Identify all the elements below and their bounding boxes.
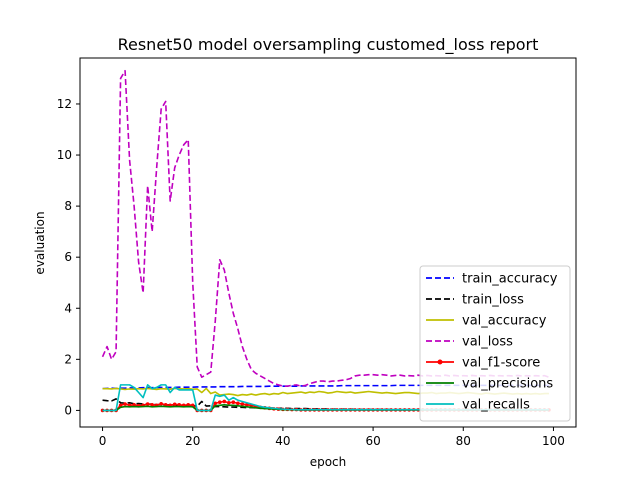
legend-label-val_precisions: val_precisions — [462, 377, 553, 392]
x-tick-label: 20 — [185, 434, 200, 448]
series-point-val_f1-score — [227, 400, 231, 405]
series-point-val_f1-score — [100, 408, 105, 413]
series-point-val_f1-score — [240, 402, 245, 406]
series-point-val_f1-score — [163, 402, 168, 407]
series-point-val_f1-score — [118, 403, 123, 408]
x-tick-label: 0 — [99, 434, 107, 448]
x-tick-label: 100 — [542, 434, 565, 448]
y-tick-label: 2 — [64, 352, 72, 366]
y-tick-label: 8 — [64, 199, 72, 213]
series-point-val_f1-score — [236, 401, 240, 406]
series-point-val_f1-score — [231, 400, 236, 405]
y-axis-ticks: 0 2 4 6 8 10 12 — [57, 97, 80, 417]
chart-title: Resnet50 model oversampling customed_los… — [118, 35, 539, 55]
series-point-val_f1-score — [222, 399, 227, 404]
series-point-val_f1-score — [159, 401, 163, 406]
legend-label-train_accuracy: train_accuracy — [462, 272, 558, 287]
x-axis-label: epoch — [310, 455, 347, 469]
plot-frame — [79, 57, 577, 428]
y-tick-label: 6 — [64, 250, 72, 264]
legend-label-val_f1-score: val_f1-score — [462, 356, 540, 371]
y-tick-label: 4 — [64, 301, 72, 315]
y-tick-label: 12 — [57, 97, 72, 111]
y-tick-label: 10 — [57, 148, 72, 162]
x-axis-ticks: 0 20 40 60 80 100 — [99, 427, 565, 448]
series-point-val_f1-score — [217, 400, 222, 405]
legend-label-val_accuracy: val_accuracy — [462, 314, 547, 329]
series-point-val_f1-score — [245, 402, 249, 407]
y-tick-label: 0 — [64, 403, 72, 417]
series-point-val_f1-score — [172, 402, 177, 407]
series-point-val_f1-score — [150, 402, 154, 407]
legend-label-train_loss: train_loss — [462, 293, 524, 308]
legend-label-val_loss: val_loss — [462, 335, 513, 350]
series-point-val_f1-score — [132, 402, 136, 407]
legend-box — [419, 265, 571, 422]
series-point-val_f1-score — [177, 402, 181, 407]
legend-label-val_recalls: val_recalls — [462, 398, 530, 413]
legend: train_accuracy train_loss val_accuracy val_… — [419, 265, 571, 422]
x-tick-label: 40 — [275, 434, 290, 448]
y-axis-label: evaluation — [33, 211, 47, 274]
series-point-val_f1-score — [186, 402, 191, 407]
legend-marker-val_f1-score — [437, 359, 443, 365]
x-tick-label: 80 — [456, 434, 471, 448]
series-point-val_f1-score — [123, 402, 127, 406]
series-point-val_f1-score — [213, 401, 218, 406]
x-tick-label: 60 — [365, 434, 380, 448]
series-point-val_f1-score — [145, 402, 150, 406]
